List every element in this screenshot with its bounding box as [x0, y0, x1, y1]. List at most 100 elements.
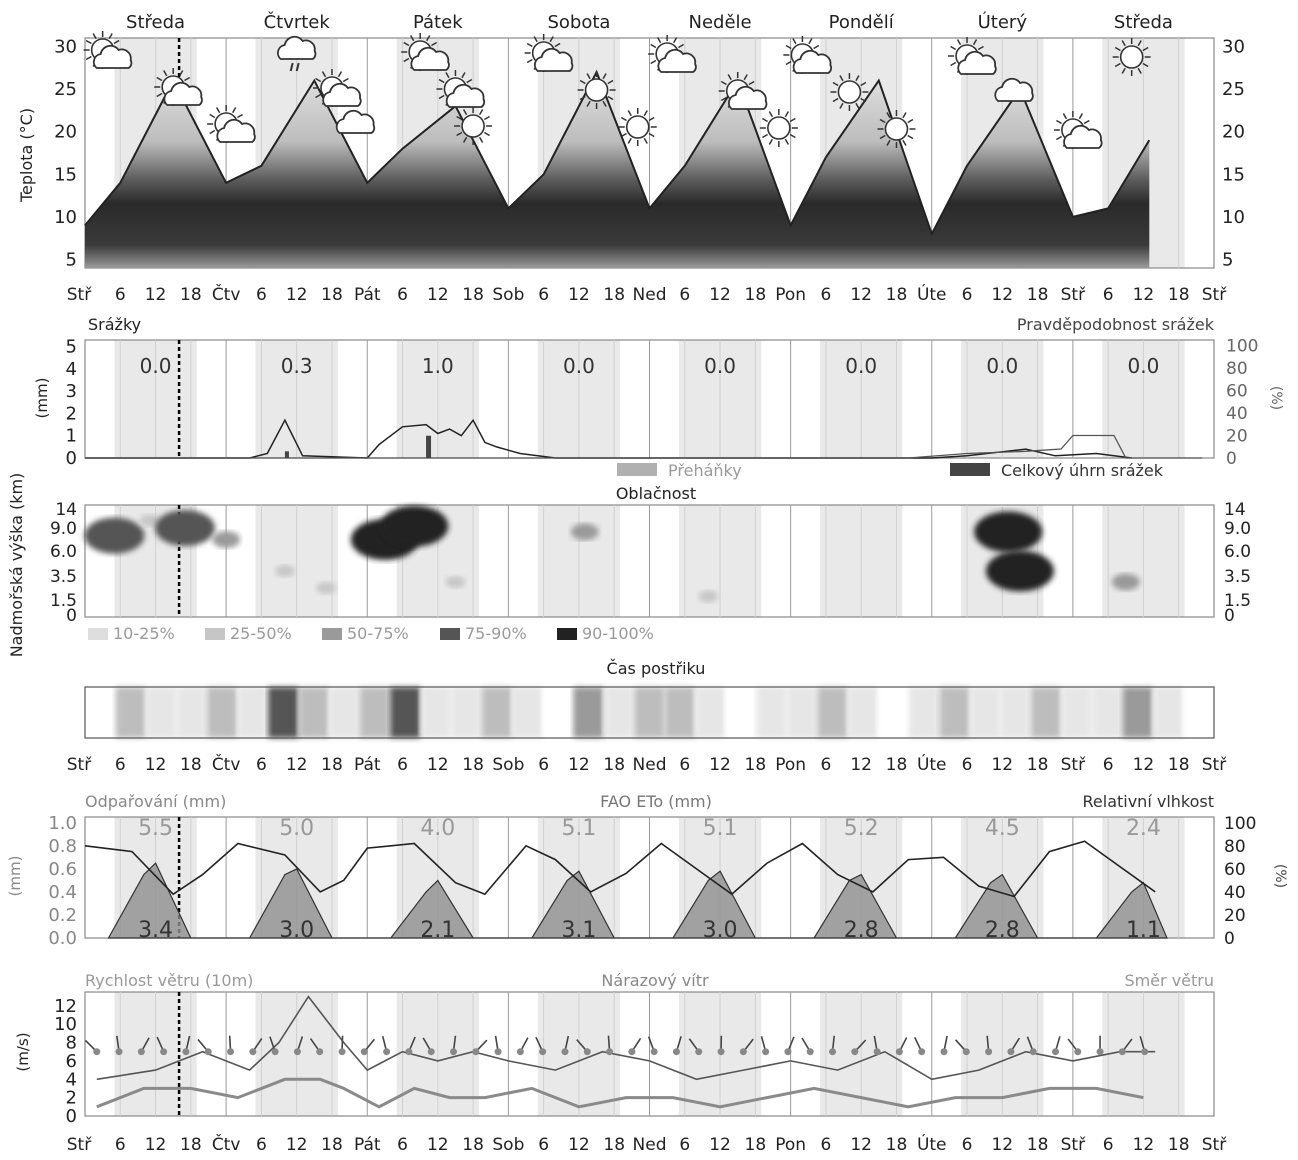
time-tick-label: Stř [1202, 755, 1227, 775]
sun-ray [651, 45, 656, 48]
sun-ray [814, 46, 819, 49]
wind-direction-dot [851, 1048, 858, 1055]
time-tick-label: Stř [67, 285, 92, 305]
wind-direction-dot [138, 1048, 145, 1055]
spray-segment [543, 687, 574, 738]
y-tick-label: 5 [1222, 249, 1233, 270]
legend-swatch-showers [617, 463, 657, 476]
wind-direction-dot [450, 1048, 457, 1055]
sun-disc [462, 115, 484, 137]
time-tick-label: 6 [679, 285, 690, 305]
spray-segment [1061, 687, 1092, 738]
y-tick-label: 1 [66, 426, 77, 447]
daily-eto: 5.0 [279, 816, 314, 841]
sun-ray [480, 137, 483, 142]
spray-segment [695, 687, 726, 738]
wind-direction-dot [941, 1048, 948, 1055]
y2-tick-label: 80 [1224, 837, 1246, 857]
wind-direction-dot [784, 1048, 791, 1055]
time-tick-label: 12 [1133, 1135, 1155, 1155]
time-tick-label: Stř [67, 1135, 92, 1155]
time-tick-label: Pát [354, 285, 381, 305]
time-tick-label: Čtv [212, 1133, 241, 1155]
time-tick-label: Stř [1061, 1135, 1086, 1155]
daily-precip-total: 1.0 [422, 354, 454, 378]
sun-ray [908, 120, 913, 123]
time-tick-label: 18 [886, 755, 908, 775]
sun-disc [627, 116, 649, 138]
sun-ray [785, 112, 788, 117]
time-tick-label: 18 [1027, 755, 1049, 775]
time-tick-label: 6 [1103, 755, 1114, 775]
spray-segment [360, 687, 391, 738]
wind-direction-dot [428, 1048, 435, 1055]
wind-direction-dot [584, 1048, 591, 1055]
wind-direction-dot [963, 1048, 970, 1055]
wind-direction-dot [495, 1048, 502, 1055]
time-tick-label: 6 [820, 755, 831, 775]
y2-tick-label: 60 [1226, 382, 1248, 402]
time-tick-label: Pon [775, 1135, 806, 1155]
wind-direction-dot [227, 1048, 234, 1055]
time-tick-label: Úte [917, 283, 947, 305]
sun-ray [534, 37, 537, 42]
y2-tick-label: 20 [1226, 427, 1248, 447]
wind-direction-dot [561, 1048, 568, 1055]
sun-ray [785, 139, 788, 144]
y-tick-label: 0 [66, 1106, 77, 1127]
sun-disc [1121, 46, 1143, 68]
precip-y2label: (%) [1268, 386, 1284, 410]
y2-tick-label: 40 [1224, 883, 1246, 903]
time-tick-label: Pon [775, 755, 806, 775]
day-label: Neděle [689, 12, 752, 33]
spray-segment [299, 687, 330, 738]
daily-eto: 4.0 [420, 816, 455, 841]
time-tick-label: Ned [633, 755, 667, 775]
time-tick-label: Úte [917, 1133, 947, 1155]
wind-direction-dot [651, 1048, 658, 1055]
spray-segment [878, 687, 909, 738]
cloud-cover-blob [445, 576, 465, 588]
y-tick-label: 10 [54, 1014, 77, 1035]
clouds-panel: Oblačnost Nadmořská výška (km) 10-25%25-… [7, 473, 1251, 658]
y-tick-label: 10 [1222, 207, 1245, 228]
daily-eto: 5.5 [138, 816, 173, 841]
spray-segment [1153, 687, 1184, 738]
clouds-legend: 10-25%25-50%50-75%75-90%90-100% [88, 624, 654, 643]
wind-direction-dot [1052, 1048, 1059, 1055]
sun-ray [527, 44, 532, 47]
sun-ray [809, 39, 812, 44]
spray-segment [146, 687, 177, 738]
sun-ray [217, 108, 220, 113]
time-tick-label: 18 [180, 285, 202, 305]
wind-direction-dot [316, 1048, 323, 1055]
legend-label: 10-25% [113, 624, 175, 643]
y-tick-label: 25 [54, 79, 77, 100]
time-tick-label: 6 [397, 755, 408, 775]
time-tick-label: 6 [679, 755, 690, 775]
legend-swatch [205, 628, 225, 640]
cloud-cover-blob [212, 531, 240, 548]
time-tick-label: 18 [886, 1135, 908, 1155]
spray-segment [116, 687, 147, 738]
sun-ray [762, 119, 767, 122]
y-tick-label: 6 [66, 1051, 77, 1072]
daily-precip-total: 0.0 [986, 354, 1018, 378]
time-tick-label: Stř [1202, 1135, 1227, 1155]
time-tick-label: 12 [709, 285, 731, 305]
spray-segment [726, 687, 757, 738]
y-tick-label: 30 [1222, 37, 1245, 58]
time-tick-label: 18 [180, 755, 202, 775]
time-tick-label: 6 [1103, 1135, 1114, 1155]
sun-ray [233, 108, 236, 113]
y-tick-label: 0.0 [48, 928, 77, 949]
spray-segment [177, 687, 208, 738]
evap-title: FAO ETo (mm) [600, 792, 712, 811]
y-tick-label: 0.2 [48, 905, 77, 926]
y-tick-label: 15 [54, 164, 77, 185]
legend-label: 75-90% [465, 624, 527, 643]
wind-direction-dot [472, 1048, 479, 1055]
wind-direction-dot [93, 1048, 100, 1055]
legend-swatch [322, 628, 342, 640]
